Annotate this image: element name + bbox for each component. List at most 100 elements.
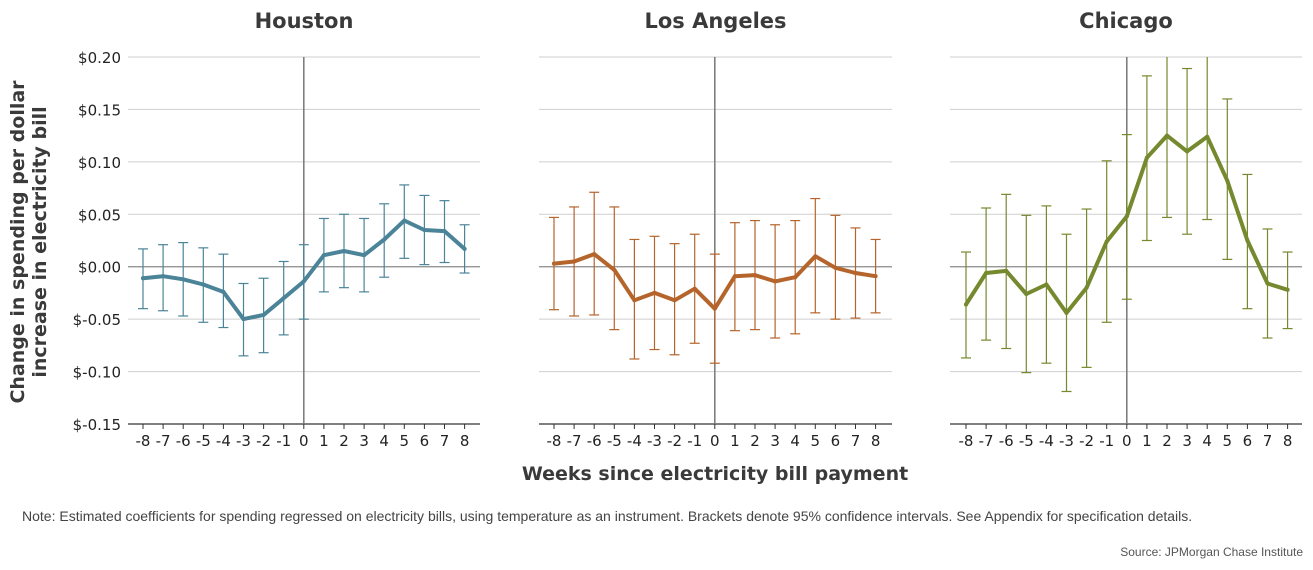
data-point: [281, 296, 286, 301]
x-tick-label: 3: [770, 432, 780, 450]
x-tick-label: 2: [1162, 432, 1172, 450]
y-tick-label: $0.20: [78, 49, 121, 67]
chart-area: Change in spending per dollar increase i…: [7, 9, 1302, 485]
data-point: [984, 271, 989, 276]
x-tick-label: 0: [710, 432, 720, 450]
data-point: [402, 218, 407, 223]
y-axis-title-line2: increase in electricity bill: [29, 106, 51, 377]
x-tick-label: 7: [440, 432, 450, 450]
data-point: [321, 253, 326, 258]
chart-source: Source: JPMorgan Chase Institute: [1120, 545, 1303, 559]
data-point: [853, 271, 858, 276]
data-point: [692, 286, 697, 291]
data-point: [1285, 287, 1290, 292]
data-point: [592, 252, 597, 257]
data-point: [382, 237, 387, 242]
x-tick-label: 6: [420, 432, 430, 450]
data-point: [161, 274, 166, 279]
data-point: [964, 302, 968, 307]
data-point: [1185, 149, 1190, 154]
data-point: [201, 282, 206, 287]
x-tick-label: 8: [460, 432, 470, 450]
data-point: [572, 259, 577, 264]
x-tick-label: -8: [959, 432, 974, 450]
x-tick-label: 1: [319, 432, 329, 450]
x-tick-label: 4: [790, 432, 800, 450]
x-tick-label: -3: [647, 432, 662, 450]
x-tick-label: -5: [607, 432, 622, 450]
x-tick-label: 7: [1263, 432, 1273, 450]
x-tick-label: -2: [256, 432, 271, 450]
x-tick-label: -7: [156, 432, 171, 450]
data-point: [873, 274, 878, 279]
data-point: [1265, 281, 1270, 286]
x-tick-label: -1: [687, 432, 702, 450]
x-tick-label: -8: [136, 432, 151, 450]
x-tick-label: -8: [547, 432, 562, 450]
x-tick-label: -4: [216, 432, 231, 450]
data-point: [1024, 291, 1029, 296]
x-tick-label: 8: [1283, 432, 1293, 450]
panel-title: Chicago: [1079, 9, 1173, 33]
x-tick-label: -2: [1079, 432, 1094, 450]
data-point: [813, 254, 818, 259]
x-tick-label: -7: [567, 432, 582, 450]
data-point: [552, 261, 556, 266]
y-tick-label: $0.10: [78, 154, 121, 172]
x-tick-label: 6: [1243, 432, 1253, 450]
data-point: [422, 228, 427, 233]
x-tick-label: 8: [871, 432, 881, 450]
data-point: [1225, 178, 1230, 183]
data-point: [342, 248, 346, 253]
panel-title: Los Angeles: [644, 9, 786, 33]
data-point: [1144, 155, 1149, 160]
x-tick-label: -6: [176, 432, 191, 450]
x-tick-label: 4: [379, 432, 389, 450]
x-tick-label: -4: [627, 432, 642, 450]
x-tick-label: -1: [276, 432, 291, 450]
x-tick-label: -6: [999, 432, 1014, 450]
x-tick-label: 7: [851, 432, 861, 450]
x-tick-label: 2: [339, 432, 349, 450]
y-tick-label: $0.05: [78, 206, 121, 224]
data-point: [793, 275, 798, 280]
data-point: [773, 279, 778, 284]
x-tick-label: -3: [236, 432, 251, 450]
data-point: [732, 274, 737, 279]
data-point: [362, 253, 367, 258]
data-point: [442, 229, 447, 234]
x-tick-label: 2: [750, 432, 760, 450]
x-tick-label: -1: [1099, 432, 1114, 450]
data-point: [632, 298, 637, 303]
x-tick-label: -3: [1059, 432, 1074, 450]
data-point: [241, 317, 246, 322]
y-tick-label: $0.00: [78, 259, 121, 277]
y-tick-label: $-0.10: [73, 364, 121, 382]
x-tick-label: -4: [1039, 432, 1054, 450]
x-tick-label: -5: [1019, 432, 1034, 450]
data-point: [1205, 134, 1210, 139]
x-tick-label: 5: [1223, 432, 1233, 450]
x-tick-label: 4: [1202, 432, 1212, 450]
data-point: [1084, 285, 1089, 290]
data-point: [141, 276, 145, 281]
data-point: [261, 312, 266, 317]
panel-title: Houston: [255, 9, 354, 33]
data-point: [462, 246, 467, 251]
x-tick-label: 6: [831, 432, 841, 450]
data-point: [1004, 268, 1009, 273]
data-point: [1124, 214, 1129, 219]
x-tick-label: 0: [1122, 432, 1132, 450]
x-tick-label: 1: [1142, 432, 1152, 450]
data-point: [833, 265, 838, 270]
y-tick-label: $0.15: [78, 101, 121, 119]
data-point: [712, 306, 717, 311]
data-point: [1044, 282, 1049, 287]
x-tick-label: -6: [587, 432, 602, 450]
x-tick-label: 0: [299, 432, 309, 450]
y-tick-label: $-0.05: [73, 311, 121, 329]
x-tick-label: 5: [811, 432, 821, 450]
data-point: [301, 279, 306, 284]
data-point: [181, 277, 186, 282]
